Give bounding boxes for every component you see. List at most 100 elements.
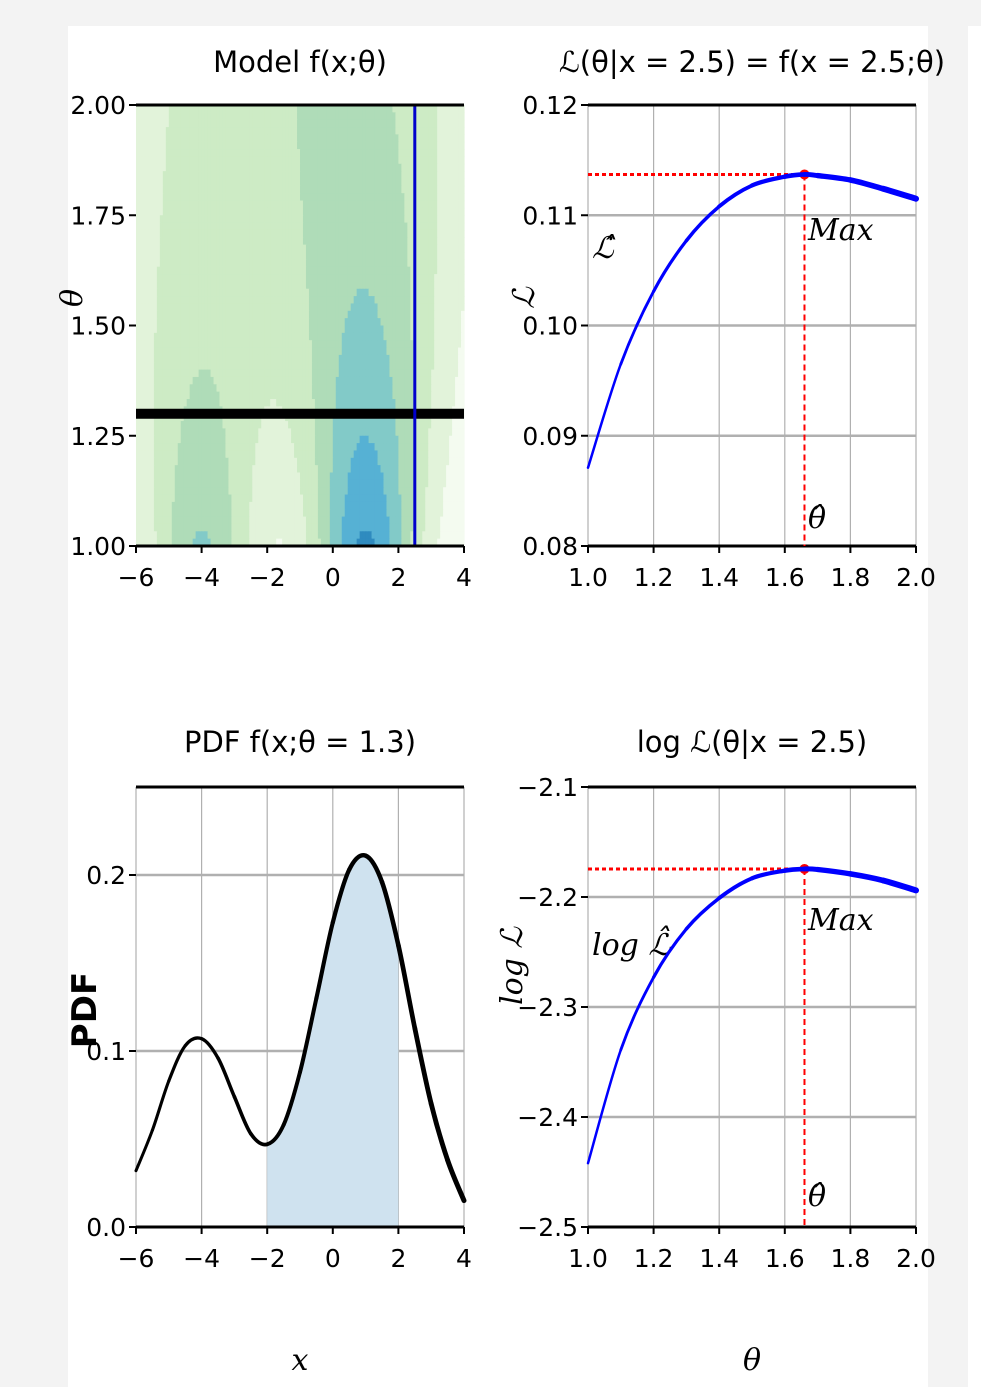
- heatmap-cell: [165, 391, 170, 400]
- heatmap-cell: [389, 252, 394, 260]
- heatmap-cell: [326, 163, 331, 172]
- heatmap-cell: [425, 399, 429, 407]
- heatmap-cell: [171, 369, 176, 378]
- heatmap-cell: [356, 347, 361, 356]
- heatmap-cell: [365, 332, 370, 341]
- heatmap-cell: [177, 362, 182, 371]
- heatmap-cell: [300, 325, 304, 334]
- heatmap-cell: [198, 303, 203, 312]
- heatmap-cell: [147, 362, 152, 371]
- heatmap-cell: [207, 399, 212, 407]
- heatmap-cell: [332, 244, 337, 253]
- heatmap-cell: [276, 127, 280, 135]
- heatmap-cell: [201, 354, 206, 363]
- heatmap-cell: [365, 222, 370, 231]
- heatmap-cell: [201, 185, 206, 194]
- heatmap-cell: [225, 288, 230, 297]
- heatmap-cell: [136, 318, 140, 327]
- heatmap-cell: [240, 274, 244, 282]
- heatmap-cell: [302, 266, 307, 275]
- heatmap-cell: [446, 105, 450, 113]
- heatmap-cell: [326, 259, 331, 268]
- heatmap-cell: [243, 296, 247, 305]
- heatmap-cell: [246, 369, 250, 378]
- heatmap-cell: [291, 281, 295, 290]
- heatmap-cell: [368, 237, 373, 246]
- heatmap-cell: [153, 200, 158, 209]
- heatmap-cell: [138, 185, 143, 194]
- heatmap-cell: [300, 428, 304, 437]
- heatmap-cell: [440, 252, 444, 260]
- heatmap-cell: [440, 163, 444, 172]
- heatmap-cell: [138, 200, 143, 209]
- heatmap-cell: [255, 134, 259, 143]
- heatmap-cell: [371, 207, 376, 216]
- heatmap-cell: [252, 332, 256, 341]
- heatmap-cell: [461, 318, 465, 327]
- heatmap-cell: [174, 369, 179, 378]
- heatmap-cell: [428, 281, 432, 290]
- heatmap-cell: [186, 163, 191, 172]
- heatmap-cell: [171, 318, 176, 327]
- heatmap-cell: [449, 288, 453, 297]
- heatmap-cell: [416, 134, 420, 143]
- heatmap-cell: [443, 207, 447, 216]
- heatmap-cell: [264, 134, 268, 143]
- heatmap-cell: [437, 369, 441, 378]
- heatmap-cell: [258, 303, 262, 312]
- heatmap-cell: [222, 215, 227, 224]
- heatmap-cell: [156, 340, 161, 349]
- heatmap-cell: [159, 281, 164, 290]
- heatmap-cell: [302, 428, 307, 437]
- heatmap-cell: [222, 163, 227, 172]
- heatmap-cell: [273, 229, 277, 238]
- heatmap-cell: [383, 193, 388, 202]
- heatmap-cell: [183, 266, 188, 275]
- heatmap-cell: [461, 369, 465, 378]
- heatmap-cell: [350, 229, 355, 238]
- heatmap-cell: [165, 185, 170, 194]
- heatmap-cell: [431, 421, 435, 429]
- heatmap-cell: [341, 391, 346, 400]
- heatmap-cell: [419, 244, 423, 253]
- heatmap-cell: [210, 296, 215, 305]
- heatmap-cell: [461, 163, 465, 172]
- heatmap-cell: [347, 119, 352, 128]
- heatmap-cell: [407, 229, 411, 238]
- heatmap-cell: [180, 318, 185, 327]
- heatmap-cell: [204, 266, 209, 275]
- heatmap-cell: [365, 362, 370, 371]
- heatmap-cell: [255, 369, 259, 378]
- heatmap-cell: [401, 274, 405, 282]
- heatmap-cell: [341, 252, 346, 260]
- heatmap-cell: [255, 105, 259, 113]
- heatmap-cell: [192, 281, 197, 290]
- heatmap-cell: [138, 178, 143, 187]
- heatmap-cell: [386, 156, 391, 165]
- heatmap-cell: [359, 141, 364, 150]
- heatmap-cell: [207, 141, 212, 150]
- heatmap-cell: [246, 340, 250, 349]
- heatmap-cell: [198, 384, 203, 393]
- heatmap-cell: [407, 156, 411, 165]
- heatmap-cell: [320, 163, 325, 172]
- heatmap-cell: [267, 369, 271, 378]
- heatmap-cell: [147, 435, 152, 444]
- heatmap-cell: [440, 391, 444, 400]
- heatmap-cell: [416, 399, 420, 407]
- heatmap-cell: [141, 193, 146, 202]
- heatmap-cell: [207, 149, 212, 158]
- heatmap-cell: [288, 149, 292, 158]
- heatmap-cell: [165, 354, 170, 363]
- heatmap-cell: [279, 237, 283, 246]
- heatmap-cell: [365, 215, 370, 224]
- heatmap-cell: [168, 376, 173, 385]
- heatmap-cell: [291, 222, 295, 231]
- heatmap-cell: [449, 347, 453, 356]
- heatmap-cell: [195, 391, 200, 400]
- heatmap-cell: [294, 303, 298, 312]
- heatmap-cell: [201, 399, 206, 407]
- heatmap-cell: [165, 112, 170, 121]
- heatmap-cell: [168, 296, 173, 305]
- heatmap-cell: [252, 112, 256, 121]
